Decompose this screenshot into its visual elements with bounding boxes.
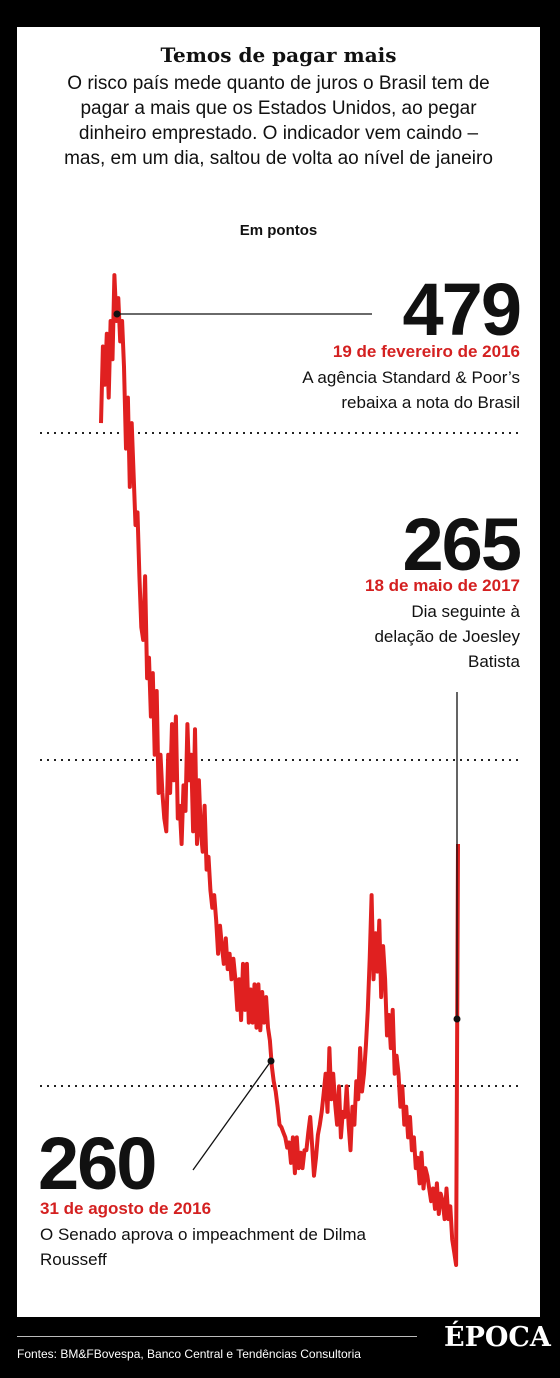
chart-title: Temos de pagar mais — [160, 43, 397, 67]
footer-rule — [17, 1336, 417, 1337]
leader-line-260 — [192, 1060, 272, 1171]
desc-260: O Senado aprova o impeachment de Dilma R… — [40, 1225, 367, 1269]
marker-260 — [267, 1057, 275, 1065]
value-265: 265 — [402, 503, 522, 586]
date-479: 19 de fevereiro de 2016 — [332, 342, 520, 361]
series-line — [99, 273, 460, 1267]
sources-text: Fontes: BM&FBovespa, Banco Central e Ten… — [17, 1347, 361, 1361]
desc-479: A agência Standard & Poor’s rebaixa a no… — [302, 368, 520, 412]
value-479: 479 — [402, 268, 522, 351]
desc-265: Dia seguinte à delação de Joesley Batist… — [374, 602, 520, 671]
marker-265 — [453, 1015, 461, 1023]
unit-label: Em pontos — [239, 222, 318, 239]
marker-479 — [113, 310, 121, 318]
chart-subtitle: O risco país mede quanto de juros o Bras… — [64, 73, 493, 169]
value-260: 260 — [38, 1122, 157, 1205]
epoca-logo: ÉPOCA — [444, 1322, 551, 1353]
date-260: 31 de agosto de 2016 — [40, 1199, 212, 1218]
date-265: 18 de maio de 2017 — [365, 576, 520, 595]
